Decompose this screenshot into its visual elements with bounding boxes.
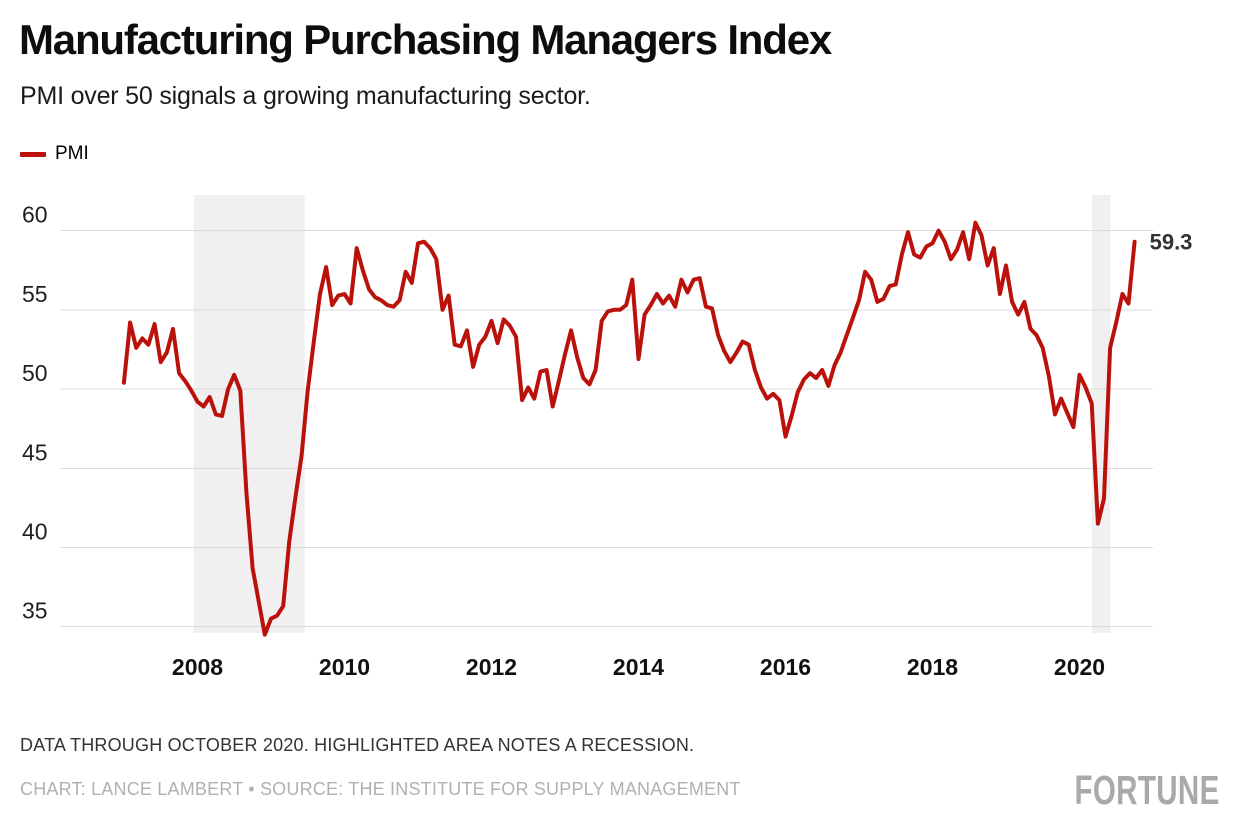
page-title: Manufacturing Purchasing Managers Index	[19, 16, 832, 63]
y-axis-label: 40	[22, 519, 48, 545]
y-axis-label: 55	[22, 281, 48, 307]
y-axis-label: 45	[22, 439, 48, 465]
x-axis-label: 2012	[466, 654, 517, 680]
legend-label: PMI	[55, 143, 89, 164]
y-axis-label: 50	[22, 360, 48, 386]
x-axis-label: 2008	[172, 654, 223, 680]
legend: PMI	[20, 143, 89, 165]
x-axis-label: 2010	[319, 654, 370, 680]
pmi-line-chart: 60 55 50 45 40 35 2008 2010 2012 2014 2016 2018 2020…	[22, 195, 1193, 680]
y-axis-label: 35	[22, 598, 48, 624]
y-axis-label: 60	[22, 202, 48, 228]
end-value-label: 59.3	[1150, 230, 1193, 255]
pmi-line	[121, 220, 1137, 637]
fortune-logo: FORTUNE	[1074, 767, 1220, 813]
x-axis-label: 2014	[613, 654, 664, 680]
x-axis-label: 2016	[760, 654, 811, 680]
page-subtitle: PMI over 50 signals a growing manufactur…	[20, 82, 591, 110]
chart-credit: CHART: LANCE LAMBERT • SOURCE: THE INSTI…	[20, 779, 741, 799]
data-note: DATA THROUGH OCTOBER 2020. HIGHLIGHTED A…	[20, 735, 695, 755]
legend-line-swatch	[20, 151, 46, 157]
x-axis-label: 2020	[1054, 654, 1105, 680]
x-axis-label: 2018	[907, 654, 958, 680]
